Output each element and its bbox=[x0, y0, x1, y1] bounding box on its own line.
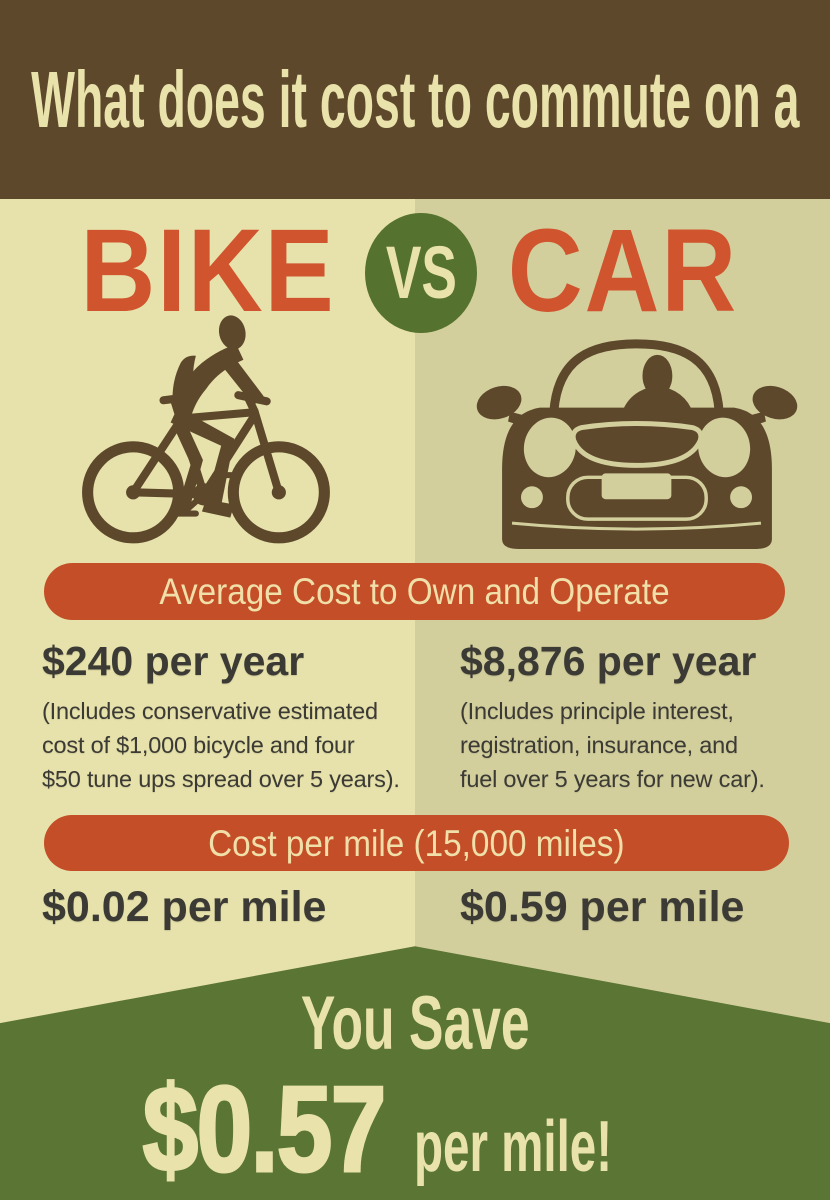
car-right-headlight bbox=[698, 417, 751, 478]
vs-badge: VS bbox=[365, 213, 477, 333]
car-wordmark-text: CAR bbox=[507, 205, 738, 337]
car-cost-per-mile: $0.59 per mile bbox=[460, 883, 745, 931]
rider-arm bbox=[221, 350, 264, 406]
bike-wordmark: BIKE bbox=[0, 212, 415, 332]
car-left-foglight bbox=[520, 486, 543, 509]
car-bumper-line bbox=[511, 521, 762, 531]
car-right-mirror bbox=[752, 385, 798, 420]
car-left-mirror bbox=[476, 385, 522, 420]
header-banner: What does it cost to commute on a bbox=[0, 0, 830, 199]
bike-rider bbox=[170, 315, 264, 518]
cost-to-own-banner: Average Cost to Own and Operate bbox=[44, 563, 785, 620]
rider-shoe bbox=[201, 499, 235, 518]
car-windshield-frame bbox=[549, 339, 724, 413]
header-title: What does it cost to commute on a bbox=[30, 54, 800, 144]
car-driver-shoulders bbox=[621, 385, 694, 414]
bike-frame bbox=[129, 390, 283, 499]
car-right-foglight bbox=[730, 486, 753, 509]
vs-badge-text: VS bbox=[385, 231, 457, 314]
cost-per-mile-banner: Cost per mile (15,000 miles) bbox=[44, 815, 789, 871]
savings-unit: per mile! bbox=[413, 1107, 612, 1187]
bike-front-wheel bbox=[227, 441, 330, 544]
rider-front-leg bbox=[170, 407, 235, 506]
rider-backpack bbox=[172, 355, 197, 412]
bike-cost-note: (Includes conservative estimated cost of… bbox=[42, 698, 400, 792]
bike-rider-icon bbox=[82, 315, 330, 544]
car-yearly-cost: $8,876 per year bbox=[460, 638, 757, 684]
cost-to-own-banner-text: Average Cost to Own and Operate bbox=[159, 571, 670, 612]
car-license-plate bbox=[601, 473, 672, 500]
car-cost-note: (Includes principle interest, registrati… bbox=[460, 698, 765, 792]
car-driver-head bbox=[642, 354, 673, 397]
cost-per-mile-banner-text: Cost per mile (15,000 miles) bbox=[208, 822, 625, 864]
car-wordmark: CAR bbox=[415, 212, 830, 332]
car-left-headlight bbox=[523, 417, 576, 478]
car-grille bbox=[570, 421, 704, 468]
savings-amount: $0.57 bbox=[142, 1061, 388, 1197]
bike-wordmark-text: BIKE bbox=[79, 205, 336, 337]
rider-rear-leg bbox=[173, 413, 203, 515]
savings-amount-row: $0.57 per mile! bbox=[116, 1061, 713, 1197]
bike-yearly-cost: $240 per year bbox=[42, 638, 305, 684]
car-front-icon bbox=[476, 339, 798, 550]
savings-lead: You Save bbox=[300, 981, 530, 1066]
bike-cost-per-mile: $0.02 per mile bbox=[42, 883, 327, 931]
